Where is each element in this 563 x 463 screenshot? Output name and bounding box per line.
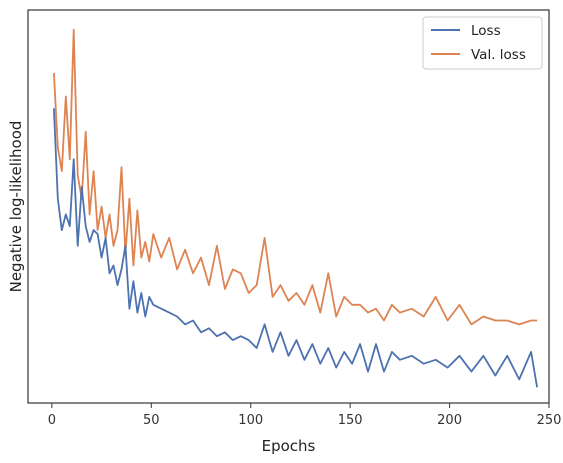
legend: Loss Val. loss — [422, 16, 543, 70]
x-tick-label: 200 — [437, 413, 462, 428]
x-tick-label: 50 — [143, 413, 160, 428]
x-tick-label: 250 — [537, 413, 562, 428]
y-axis-label: Negative log-likelihood — [7, 121, 25, 293]
series-line-val-loss — [53, 28, 538, 326]
plot-area — [27, 9, 550, 404]
x-tick-label: 0 — [48, 413, 56, 428]
series-layer — [53, 28, 538, 388]
x-tick-label: 100 — [238, 413, 263, 428]
x-tick-label: 150 — [338, 413, 363, 428]
legend-label-loss: Loss — [471, 23, 501, 39]
legend-label-val-loss: Val. loss — [471, 47, 526, 63]
x-axis-ticks: 0 50 100 150 200 250 — [48, 403, 562, 428]
x-axis-label: Epochs — [262, 437, 316, 455]
series-line-loss — [53, 108, 538, 388]
